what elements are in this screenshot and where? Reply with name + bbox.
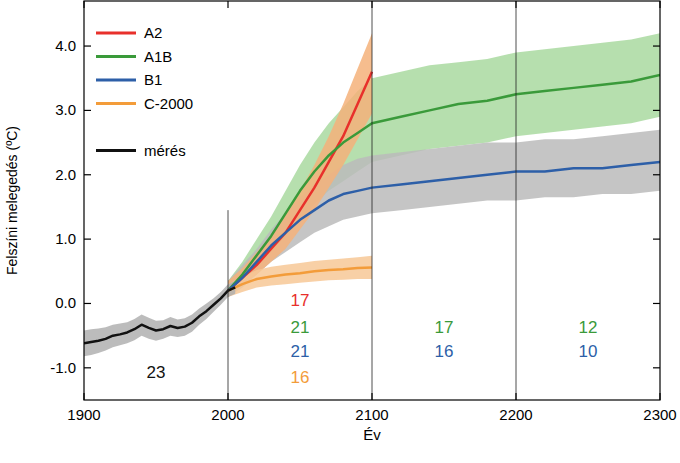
legend-swatch xyxy=(96,55,136,58)
legend-label: A1B xyxy=(144,48,172,65)
divider-line xyxy=(516,1,517,400)
y-tick xyxy=(84,45,91,46)
x-tick-top xyxy=(371,1,372,8)
chart: 1900 2000 2100 2200 2300 -1.0 0.0 1.0 2.0 3.0 4.0 É… xyxy=(0,0,680,463)
x-tick-top xyxy=(83,1,84,8)
x-tick-label: 2200 xyxy=(499,406,532,423)
x-tick-top xyxy=(227,1,228,8)
plot-area xyxy=(84,1,660,400)
series-line xyxy=(84,287,235,343)
y-tick xyxy=(84,367,91,368)
legend-label: B1 xyxy=(144,71,162,88)
y-tick-right xyxy=(653,174,660,175)
annotation: 17 xyxy=(435,318,454,337)
x-tick xyxy=(227,393,228,400)
y-tick xyxy=(84,239,91,240)
x-tick-label: 2000 xyxy=(211,406,244,423)
y-tick-label: -1.0 xyxy=(50,359,76,376)
y-axis-label: Felszíni melegedés (ºC) xyxy=(4,126,20,275)
series-line xyxy=(228,267,372,290)
annotation: 21 xyxy=(291,318,310,337)
x-tick-label: 2300 xyxy=(643,406,676,423)
x-tick xyxy=(659,393,660,400)
y-tick-right xyxy=(653,239,660,240)
y-tick xyxy=(84,303,91,304)
annotation: 16 xyxy=(291,368,310,387)
series-line xyxy=(228,75,660,291)
series-line xyxy=(228,162,660,291)
uncertainty-band xyxy=(84,281,235,356)
y-tick-right xyxy=(653,110,660,111)
x-axis-label: Év xyxy=(363,426,381,443)
uncertainty-band xyxy=(228,33,372,297)
y-tick-label: 0.0 xyxy=(55,294,76,311)
y-tick-label: 4.0 xyxy=(55,37,76,54)
y-tick-right xyxy=(653,303,660,304)
x-tick xyxy=(515,393,516,400)
legend-label: A2 xyxy=(144,24,162,41)
annotation: 10 xyxy=(579,342,598,361)
legend-swatch xyxy=(96,32,136,35)
y-tick-label: 1.0 xyxy=(55,230,76,247)
x-tick-top xyxy=(515,1,516,8)
y-tick xyxy=(84,174,91,175)
legend-swatch xyxy=(96,149,136,152)
x-tick xyxy=(83,393,84,400)
legend-swatch xyxy=(96,79,136,82)
annotation: 17 xyxy=(291,291,310,310)
legend-label: mérés xyxy=(144,142,186,159)
x-tick xyxy=(371,393,372,400)
divider-line xyxy=(228,210,229,400)
x-tick-label: 1900 xyxy=(67,406,100,423)
plot-frame xyxy=(84,1,660,400)
divider-line xyxy=(372,1,373,400)
y-tick-right xyxy=(653,45,660,46)
legend: A2 A1B B1 C-2000 mérés xyxy=(96,24,193,159)
y-tick xyxy=(84,110,91,111)
series-line xyxy=(228,72,372,291)
legend-label: C-2000 xyxy=(144,95,193,112)
annotation: 21 xyxy=(291,342,310,361)
x-tick-top xyxy=(659,1,660,8)
uncertainty-band xyxy=(228,33,660,297)
y-tick-label: 2.0 xyxy=(55,166,76,183)
legend-swatch xyxy=(96,102,136,105)
x-tick-label: 2100 xyxy=(355,406,388,423)
annotation: 16 xyxy=(435,342,454,361)
annotation: 23 xyxy=(147,363,166,382)
y-tick-label: 3.0 xyxy=(55,101,76,118)
annotation: 12 xyxy=(579,318,598,337)
y-tick-right xyxy=(653,367,660,368)
